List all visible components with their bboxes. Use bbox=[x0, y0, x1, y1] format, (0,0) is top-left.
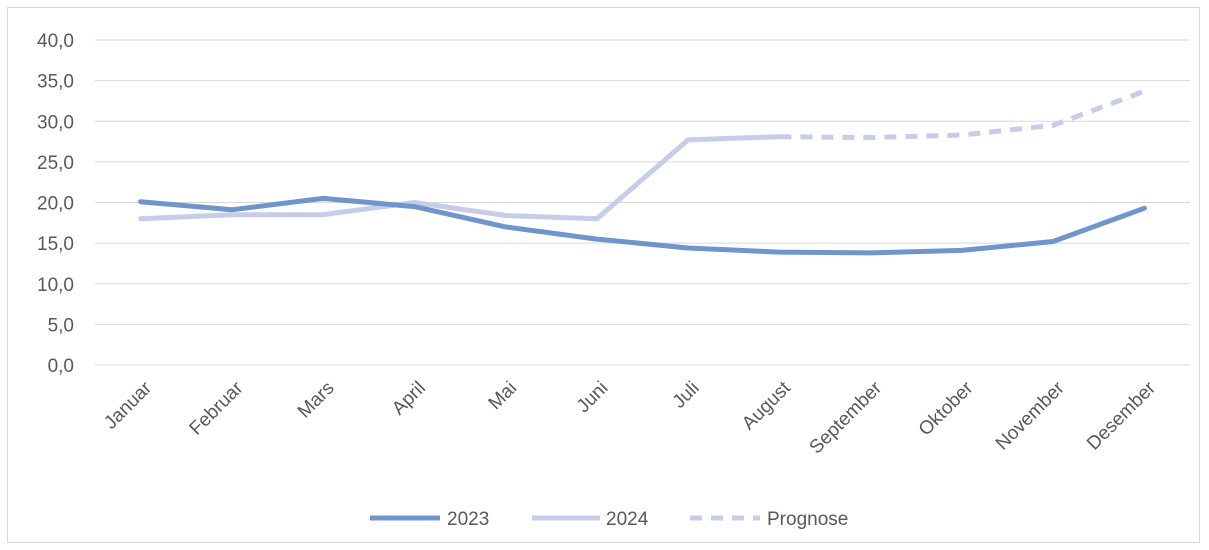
legend-label-prognose: Prognose bbox=[767, 509, 848, 530]
gridlines bbox=[95, 39, 1190, 366]
y-tick-label: 40,0 bbox=[37, 31, 74, 52]
x-tick-label: September bbox=[806, 377, 887, 458]
y-tick-label: 35,0 bbox=[37, 72, 74, 93]
x-tick-label: Desember bbox=[1083, 377, 1160, 454]
x-axis-ticks: Januar Februar Mars April Mai Juni Juli August S… bbox=[100, 377, 1160, 458]
y-tick-label: 15,0 bbox=[37, 234, 74, 255]
y-tick-label: 0,0 bbox=[48, 356, 74, 377]
series-lines bbox=[138, 88, 1147, 256]
y-tick-label: 25,0 bbox=[37, 153, 74, 174]
series-line-2023 bbox=[138, 195, 1147, 256]
series-line-prognose bbox=[779, 88, 1146, 140]
legend: 2023 2024 Prognose bbox=[370, 509, 848, 530]
y-axis-ticks: 0,0 5,0 10,0 15,0 20,0 25,0 30,0 35,0 40,0 bbox=[37, 31, 74, 377]
x-tick-label: Juli bbox=[669, 378, 704, 413]
legend-label-2024: 2024 bbox=[606, 509, 649, 530]
x-tick-label: November bbox=[992, 377, 1069, 454]
x-tick-label: Januar bbox=[100, 377, 156, 433]
series-line-2024 bbox=[138, 134, 782, 222]
x-tick-label: Juni bbox=[573, 378, 612, 417]
y-tick-label: 30,0 bbox=[37, 112, 74, 133]
y-tick-label: 5,0 bbox=[48, 315, 74, 336]
x-tick-label: Februar bbox=[186, 377, 248, 439]
y-tick-label: 20,0 bbox=[37, 194, 74, 215]
x-tick-label: April bbox=[388, 378, 430, 420]
y-tick-label: 10,0 bbox=[37, 275, 74, 296]
x-tick-label: Mai bbox=[485, 378, 522, 415]
x-tick-label: Oktober bbox=[915, 377, 978, 440]
x-tick-label: August bbox=[738, 377, 795, 434]
x-tick-label: Mars bbox=[294, 378, 339, 423]
legend-label-2023: 2023 bbox=[447, 509, 489, 530]
chart-frame bbox=[7, 7, 1200, 543]
